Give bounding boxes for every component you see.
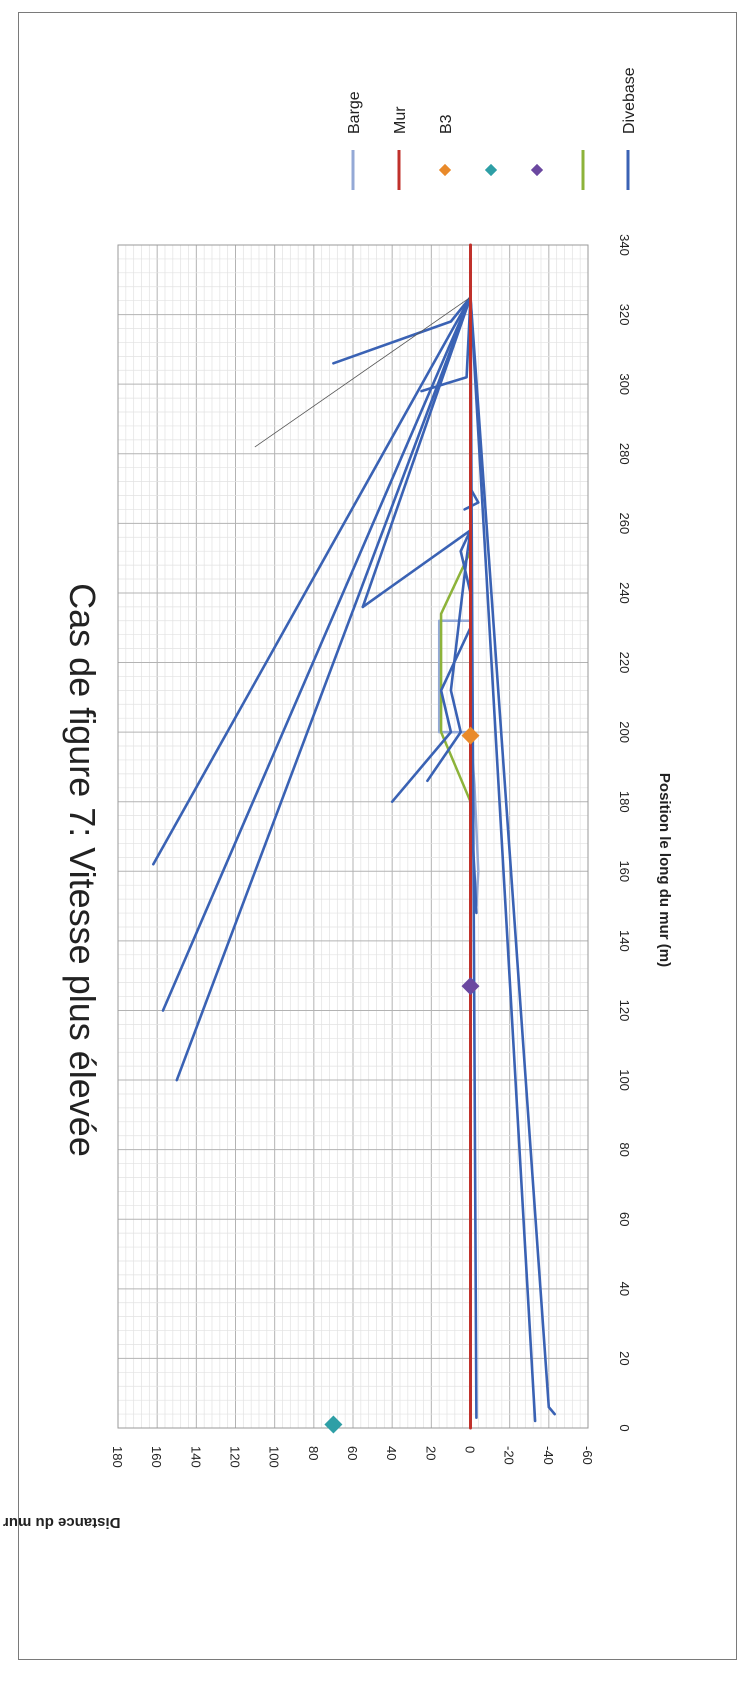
divebase-fine-line [254, 296, 471, 448]
b2-marker [324, 1415, 343, 1434]
b1-marker [461, 977, 480, 996]
y-tick-label: 20 [423, 1446, 438, 1460]
x-tick-label: 300 [617, 373, 632, 395]
x-tick-label: 180 [617, 791, 632, 813]
b3-marker [461, 726, 480, 745]
divebase-line [161, 295, 472, 1012]
divebase-line [426, 528, 472, 783]
x-tick-label: 0 [617, 1424, 632, 1431]
legend-swatch-b1 [531, 164, 543, 176]
divebase-line [459, 528, 472, 595]
y-tick-label: 120 [228, 1446, 243, 1468]
y-axis-title: Distance du mur (m) [0, 1514, 121, 1531]
series-layer [152, 164, 557, 1434]
x-tick-label: 280 [617, 443, 632, 465]
x-tick-label: 260 [617, 513, 632, 535]
legend-label-b3: B3 [438, 114, 455, 134]
x-tick-label: 20 [617, 1351, 632, 1365]
y-tick-label: 0 [463, 1446, 478, 1453]
y-tick-label: -20 [502, 1446, 517, 1465]
grid [117, 244, 589, 1429]
x-tick-label: 100 [617, 1069, 632, 1091]
y-tick-label: 80 [306, 1446, 321, 1460]
y-tick-label: -40 [541, 1446, 556, 1465]
divebase-line [469, 295, 557, 1416]
x-tick-labels: 0 20 40 60 80 100 120 140 160 180 200 220 240 260 280 3… [617, 234, 632, 1431]
y-tick-label: -60 [580, 1446, 595, 1465]
x-tick-label: 40 [617, 1282, 632, 1296]
y-tick-label: 60 [345, 1446, 360, 1460]
y-tick-label: 100 [267, 1446, 282, 1468]
x-axis-title: Position le long du mur (m) [656, 773, 673, 967]
x-tick-label: 320 [617, 304, 632, 326]
divebase-line [332, 295, 472, 365]
x-tick-label: 220 [617, 652, 632, 674]
x-tick-label: 160 [617, 860, 632, 882]
divebase-line [152, 295, 472, 866]
y-tick-label: 160 [149, 1446, 164, 1468]
y-tick-label: 140 [188, 1446, 203, 1468]
y-tick-labels: 180 160 140 120 100 80 60 40 20 0 -20 -40 -60 [110, 1446, 595, 1468]
divebase-line [175, 295, 472, 1082]
x-tick-label: 340 [617, 234, 632, 256]
x-tick-label: 240 [617, 582, 632, 604]
x-tick-label: 140 [617, 930, 632, 952]
legend-label-mur: Mur [392, 106, 409, 134]
y-tick-label: 180 [110, 1446, 125, 1468]
legend-swatch-b2 [485, 164, 497, 176]
divebase-line [469, 295, 537, 1423]
legend-label-divebase: Divebase [621, 67, 638, 134]
x-tick-label: 200 [617, 721, 632, 743]
y-tick-label: 40 [384, 1446, 399, 1460]
legend: Divebase B3 Mur Barge [346, 67, 638, 190]
legend-swatch-b3 [439, 164, 451, 176]
legend-label-barge: Barge [346, 91, 363, 134]
chart-title: Cas de figure 7: Vitesse plus élevée [62, 583, 103, 1157]
x-tick-label: 80 [617, 1142, 632, 1156]
x-tick-label: 60 [617, 1212, 632, 1226]
plot-border [117, 244, 589, 1429]
plot-area: 0204060801001201401601802002202402602803… [110, 164, 632, 1468]
x-tick-label: 120 [617, 1000, 632, 1022]
divebase-line [361, 295, 472, 609]
